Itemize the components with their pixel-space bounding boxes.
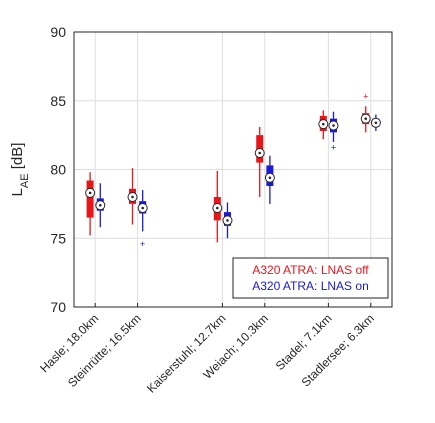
box-lnas-off [318,110,329,140]
box-lnas-on: + [328,111,339,153]
box-lnas-on [95,183,106,228]
plot-frame [73,31,393,308]
median-dot [131,195,134,199]
x-tick-label: Stadlersee; 6.3km [299,311,377,389]
y-tick-label: 75 [50,230,66,246]
box-lnas-off: + [360,92,371,133]
legend: A320 ATRA: LNAS off A320 ATRA: LNAS on [232,257,389,299]
box-lnas-on [264,155,275,204]
median-dot [216,206,219,210]
outlier-marker: + [140,239,145,249]
median-dot [258,151,262,155]
y-axis-label-sub: AE [19,173,31,188]
legend-entry-lnas-on: A320 ATRA: LNAS on [252,279,369,293]
y-axis-label-unit: [dB] [9,143,26,174]
y-tick-label: 80 [50,162,66,178]
y-tick-label: 90 [50,24,66,40]
y-tick-label: 85 [50,93,66,109]
outlier-marker: + [363,92,368,102]
box-lnas-on [222,202,233,239]
median-dot [364,117,368,120]
legend-box [232,257,389,299]
median-dot [98,203,102,207]
median-dot [88,191,92,195]
median-dot [226,219,229,222]
box-series: + + + [85,92,381,249]
box-lnas-on: + [137,190,148,249]
y-axis-label: LAE [dB] [9,143,31,197]
median-dot [332,124,335,127]
outlier-marker: + [331,143,336,153]
box-lnas-off [212,170,223,243]
median-dot [374,121,378,125]
y-tick-label: 70 [50,299,66,315]
box-lnas-off [127,168,138,225]
y-axis-label-main: L [9,188,26,196]
y-axis: 70 75 80 85 90 [50,24,66,315]
median-dot [141,206,144,210]
median-dot [322,122,325,126]
x-tick-label: Kaiserstuhl; 12.7km [144,311,228,395]
box-iqr [86,180,94,218]
box-lnas-off [85,172,96,236]
legend-entry-lnas-off: A320 ATRA: LNAS off [252,263,369,277]
median-dot [268,176,272,180]
x-tick-label: Steinrütte; 16.5km [65,311,144,390]
box-lnas-on [370,114,381,131]
box-lnas-off [254,126,265,197]
